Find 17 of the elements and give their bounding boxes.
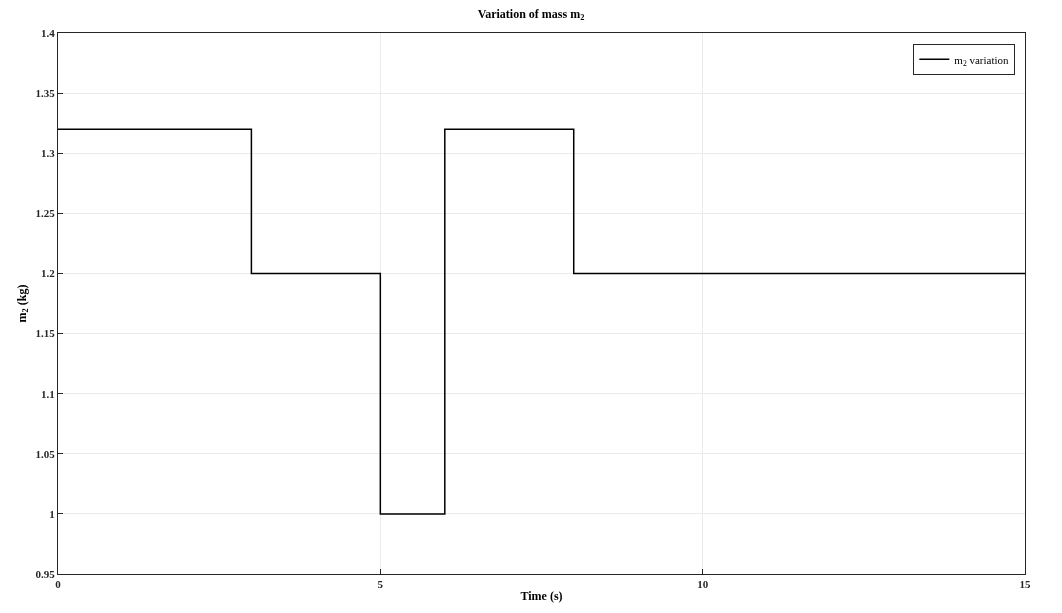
chart-title: Variation of mass m$_{2}$ — [477, 6, 585, 23]
y-tick-label: 1.4 — [41, 26, 56, 39]
y-tick-label: 1.2 — [41, 267, 56, 280]
x-axis-title: Time (s) — [520, 589, 563, 604]
y-tick-label: 0.95 — [35, 567, 56, 580]
y-tick-label: 1.3 — [41, 147, 56, 160]
y-tick-label: 1.05 — [35, 447, 56, 460]
y-tick-label: 1.35 — [35, 86, 56, 99]
y-tick-label: 1.1 — [41, 387, 55, 400]
x-tick-label: 15 — [1019, 578, 1031, 591]
legend-label: m$_{2}$ variation — [954, 53, 1010, 68]
x-tick-label: 5 — [377, 578, 384, 591]
y-tick-label: 1.25 — [35, 207, 56, 220]
x-tick-label: 10 — [697, 578, 709, 591]
y-tick-label: 1.15 — [35, 327, 56, 340]
y-tick-label: 1 — [49, 507, 55, 520]
x-tick-label: 0 — [55, 578, 62, 591]
